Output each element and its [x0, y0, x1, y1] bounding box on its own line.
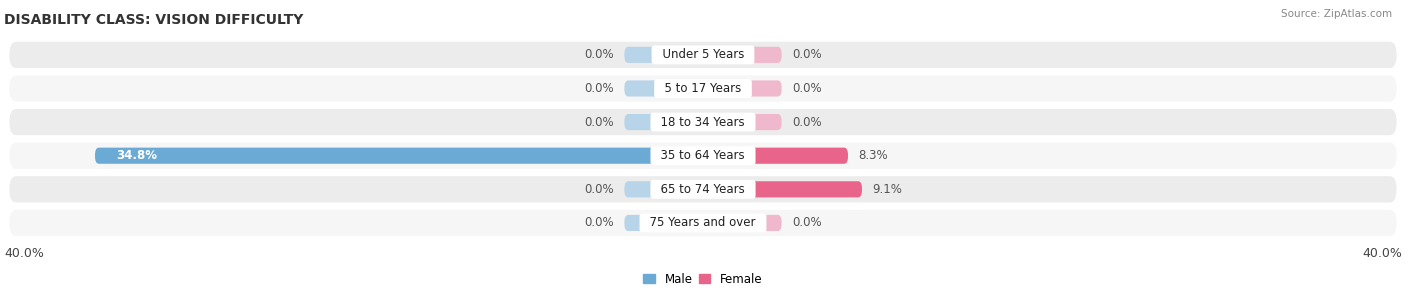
- FancyBboxPatch shape: [703, 80, 782, 97]
- FancyBboxPatch shape: [703, 181, 862, 197]
- Text: 0.0%: 0.0%: [792, 82, 821, 95]
- FancyBboxPatch shape: [703, 215, 782, 231]
- Text: 0.0%: 0.0%: [585, 48, 614, 61]
- FancyBboxPatch shape: [10, 210, 1396, 236]
- Text: Under 5 Years: Under 5 Years: [655, 48, 751, 61]
- FancyBboxPatch shape: [10, 75, 1396, 102]
- FancyBboxPatch shape: [10, 143, 1396, 169]
- FancyBboxPatch shape: [703, 47, 782, 63]
- Text: 0.0%: 0.0%: [792, 216, 821, 230]
- Text: 5 to 17 Years: 5 to 17 Years: [657, 82, 749, 95]
- Text: 8.3%: 8.3%: [859, 149, 889, 162]
- Text: 9.1%: 9.1%: [873, 183, 903, 196]
- Text: 65 to 74 Years: 65 to 74 Years: [654, 183, 752, 196]
- FancyBboxPatch shape: [624, 47, 703, 63]
- Text: 40.0%: 40.0%: [4, 247, 44, 260]
- Text: 0.0%: 0.0%: [585, 116, 614, 129]
- FancyBboxPatch shape: [703, 114, 782, 130]
- Text: 35 to 64 Years: 35 to 64 Years: [654, 149, 752, 162]
- Text: 0.0%: 0.0%: [792, 116, 821, 129]
- Text: 0.0%: 0.0%: [585, 183, 614, 196]
- Text: 40.0%: 40.0%: [1362, 247, 1402, 260]
- FancyBboxPatch shape: [96, 148, 703, 164]
- Text: DISABILITY CLASS: VISION DIFFICULTY: DISABILITY CLASS: VISION DIFFICULTY: [4, 13, 304, 27]
- Text: 0.0%: 0.0%: [585, 82, 614, 95]
- Legend: Male, Female: Male, Female: [638, 268, 768, 290]
- Text: 0.0%: 0.0%: [792, 48, 821, 61]
- FancyBboxPatch shape: [10, 109, 1396, 135]
- Text: 18 to 34 Years: 18 to 34 Years: [654, 116, 752, 129]
- Text: 34.8%: 34.8%: [115, 149, 157, 162]
- Text: 75 Years and over: 75 Years and over: [643, 216, 763, 230]
- FancyBboxPatch shape: [624, 181, 703, 197]
- FancyBboxPatch shape: [703, 148, 848, 164]
- Text: Source: ZipAtlas.com: Source: ZipAtlas.com: [1281, 9, 1392, 19]
- FancyBboxPatch shape: [10, 176, 1396, 202]
- FancyBboxPatch shape: [10, 42, 1396, 68]
- FancyBboxPatch shape: [624, 80, 703, 97]
- Text: 0.0%: 0.0%: [585, 216, 614, 230]
- FancyBboxPatch shape: [624, 114, 703, 130]
- FancyBboxPatch shape: [624, 215, 703, 231]
